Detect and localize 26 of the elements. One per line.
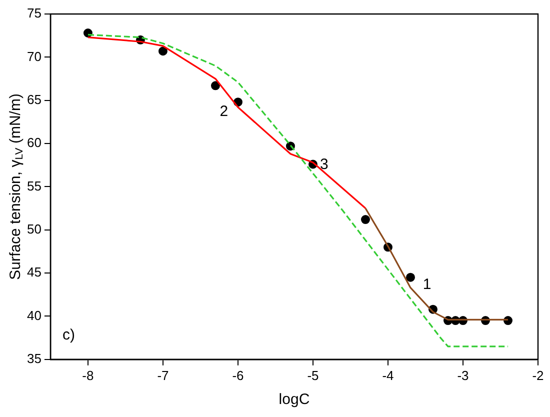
x-tick-label: -3 — [457, 368, 469, 383]
y-tick-label: 40 — [26, 308, 42, 323]
y-axis-title: Surface tension, γLV (mN/m) — [7, 94, 26, 280]
point — [210, 81, 220, 90]
y-tick-label: 70 — [26, 48, 42, 64]
series-label: 1 — [422, 276, 432, 294]
y-tick-label: 45 — [26, 264, 42, 280]
y-tick-label: 50 — [26, 221, 42, 236]
x-tick-label: -6 — [232, 368, 244, 383]
point — [406, 272, 415, 282]
point — [158, 46, 168, 56]
x-tick-label: -4 — [382, 368, 394, 383]
x-tick-label: -7 — [157, 368, 169, 383]
y-tick-label: 65 — [26, 92, 42, 107]
x-tick-label: -8 — [82, 368, 94, 383]
x-tick-label: -5 — [307, 368, 319, 383]
series-label: 2 — [220, 103, 228, 120]
series-label: 3 — [320, 156, 328, 174]
annotation: c) — [62, 326, 75, 344]
x-axis-title: logC — [278, 391, 310, 408]
y-tick-label: 35 — [26, 350, 42, 366]
x-tick-label: -2 — [532, 368, 544, 383]
point — [360, 215, 370, 224]
y-tick-label: 75 — [26, 6, 42, 21]
y-tick-label: 55 — [26, 178, 42, 194]
y-tick-label: 60 — [26, 135, 42, 150]
